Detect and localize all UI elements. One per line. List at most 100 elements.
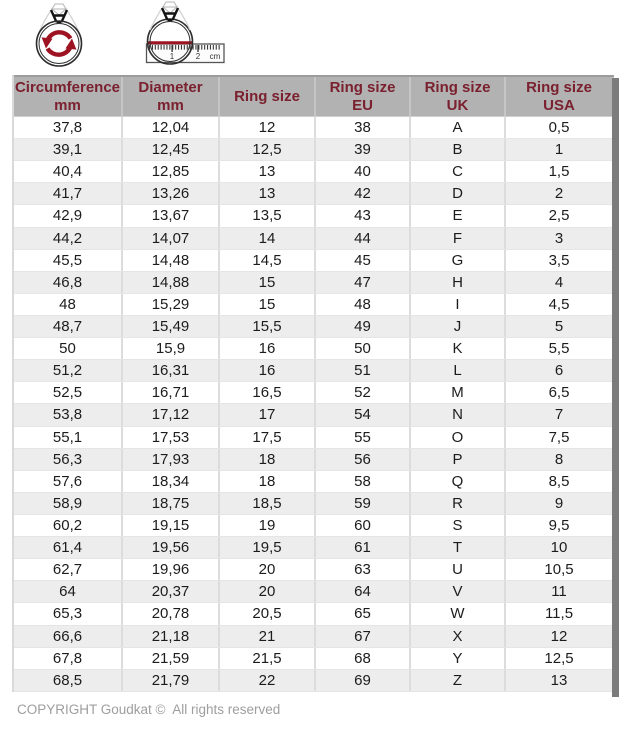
column-header-line1: Diameter: [138, 78, 203, 96]
table-cell: 68: [316, 647, 411, 669]
table-cell: F: [411, 227, 506, 249]
table-cell: 18: [220, 448, 316, 470]
table-cell: 19,56: [123, 537, 220, 559]
table-cell: 21,59: [123, 647, 220, 669]
column-header-ring-size: Ring size: [220, 77, 316, 116]
table-cell: 18: [220, 470, 316, 492]
column-header-line1: Ring size: [526, 78, 592, 96]
table-cell: 45: [316, 249, 411, 271]
table-cell: 7,5: [506, 426, 614, 448]
table-cell: 13,26: [123, 183, 220, 205]
table-cell: 9,5: [506, 514, 614, 537]
table-cell: 61: [316, 537, 411, 559]
table-body: 37,8 12,04 12 38 A 0,5 39,1 12,45 12,5 39 B 1 40,4 12…: [14, 117, 614, 692]
table-cell: 59: [316, 492, 411, 514]
table-cell: 64: [316, 581, 411, 603]
table-cell: 17,12: [123, 404, 220, 426]
table-cell: 58,9: [14, 492, 123, 514]
table-cell: 54: [316, 404, 411, 426]
table-cell: 14,07: [123, 227, 220, 249]
table-cell: 52: [316, 382, 411, 404]
table-cell: 0,5: [506, 117, 614, 139]
column-header-line1: Ring size: [424, 78, 491, 96]
table-cell: U: [411, 559, 506, 581]
table-cell: 8,5: [506, 470, 614, 492]
column-header-line2: EU: [352, 96, 373, 114]
table-cell: 7: [506, 404, 614, 426]
table-cell: 68,5: [14, 669, 123, 691]
table-row: 48 15,29 15 48 I 4,5: [14, 293, 614, 316]
table-cell: 39: [316, 139, 411, 161]
table-cell: 6: [506, 360, 614, 382]
ruler-label-cm: cm: [210, 52, 221, 61]
table-cell: 53,8: [14, 404, 123, 426]
table-cell: E: [411, 205, 506, 227]
table-cell: 15,9: [123, 338, 220, 360]
table-cell: D: [411, 183, 506, 205]
ruler-label-1: 1: [170, 52, 175, 61]
vertical-scrollbar[interactable]: [612, 78, 619, 697]
column-header-line2: UK: [446, 96, 469, 114]
table-cell: 19: [220, 514, 316, 537]
table-cell: 39,1: [14, 139, 123, 161]
table-row: 51,2 16,31 16 51 L 6: [14, 360, 614, 383]
ruler-label-2: 2: [196, 52, 201, 61]
rotation-arrows-icon: [41, 30, 77, 57]
table-cell: N: [411, 404, 506, 426]
table-cell: 61,4: [14, 537, 123, 559]
table-cell: 3: [506, 227, 614, 249]
ring-size-table: Circumference mm Diameter mm Ring size R…: [12, 75, 614, 692]
table-cell: 44,2: [14, 227, 123, 249]
table-cell: 43: [316, 205, 411, 227]
table-row: 40,4 12,85 13 40 C 1,5: [14, 161, 614, 184]
table-cell: 42,9: [14, 205, 123, 227]
table-cell: 67: [316, 625, 411, 647]
table-cell: Q: [411, 470, 506, 492]
column-header-line2: mm: [54, 96, 81, 114]
table-cell: 12: [506, 625, 614, 647]
table-cell: P: [411, 448, 506, 470]
table-cell: 51,2: [14, 360, 123, 382]
table-row: 55,1 17,53 17,5 55 O 7,5: [14, 426, 614, 449]
table-cell: 21,5: [220, 647, 316, 669]
table-cell: 20,78: [123, 603, 220, 625]
table-row: 39,1 12,45 12,5 39 B 1: [14, 139, 614, 162]
table-cell: 44: [316, 227, 411, 249]
table-cell: R: [411, 492, 506, 514]
table-cell: 50: [316, 338, 411, 360]
table-cell: 20: [220, 559, 316, 581]
table-cell: T: [411, 537, 506, 559]
table-cell: 12,45: [123, 139, 220, 161]
table-cell: 46,8: [14, 271, 123, 293]
table-cell: 19,96: [123, 559, 220, 581]
table-cell: 21: [220, 625, 316, 647]
table-cell: 51: [316, 360, 411, 382]
table-cell: 17,53: [123, 426, 220, 448]
table-cell: 11,5: [506, 603, 614, 625]
table-cell: 60,2: [14, 514, 123, 537]
table-cell: 42: [316, 183, 411, 205]
table-cell: A: [411, 117, 506, 139]
table-cell: 13: [220, 161, 316, 183]
table-row: 52,5 16,71 16,5 52 M 6,5: [14, 382, 614, 405]
table-cell: 55,1: [14, 426, 123, 448]
table-cell: G: [411, 249, 506, 271]
table-cell: 15,29: [123, 293, 220, 315]
table-cell: 62,7: [14, 559, 123, 581]
table-cell: 48,7: [14, 315, 123, 338]
table-cell: 13,67: [123, 205, 220, 227]
table-row: 61,4 19,56 19,5 61 T 10: [14, 537, 614, 560]
table-cell: V: [411, 581, 506, 603]
ring-band: [35, 20, 83, 67]
table-cell: W: [411, 603, 506, 625]
table-cell: B: [411, 139, 506, 161]
table-cell: 2,5: [506, 205, 614, 227]
table-cell: 65,3: [14, 603, 123, 625]
table-cell: 12,04: [123, 117, 220, 139]
table-cell: 20: [220, 581, 316, 603]
table-cell: 64: [14, 581, 123, 603]
table-cell: 3,5: [506, 249, 614, 271]
table-cell: 18,5: [220, 492, 316, 514]
column-header-ring-size-eu: Ring size EU: [316, 77, 411, 116]
table-cell: 14,88: [123, 271, 220, 293]
